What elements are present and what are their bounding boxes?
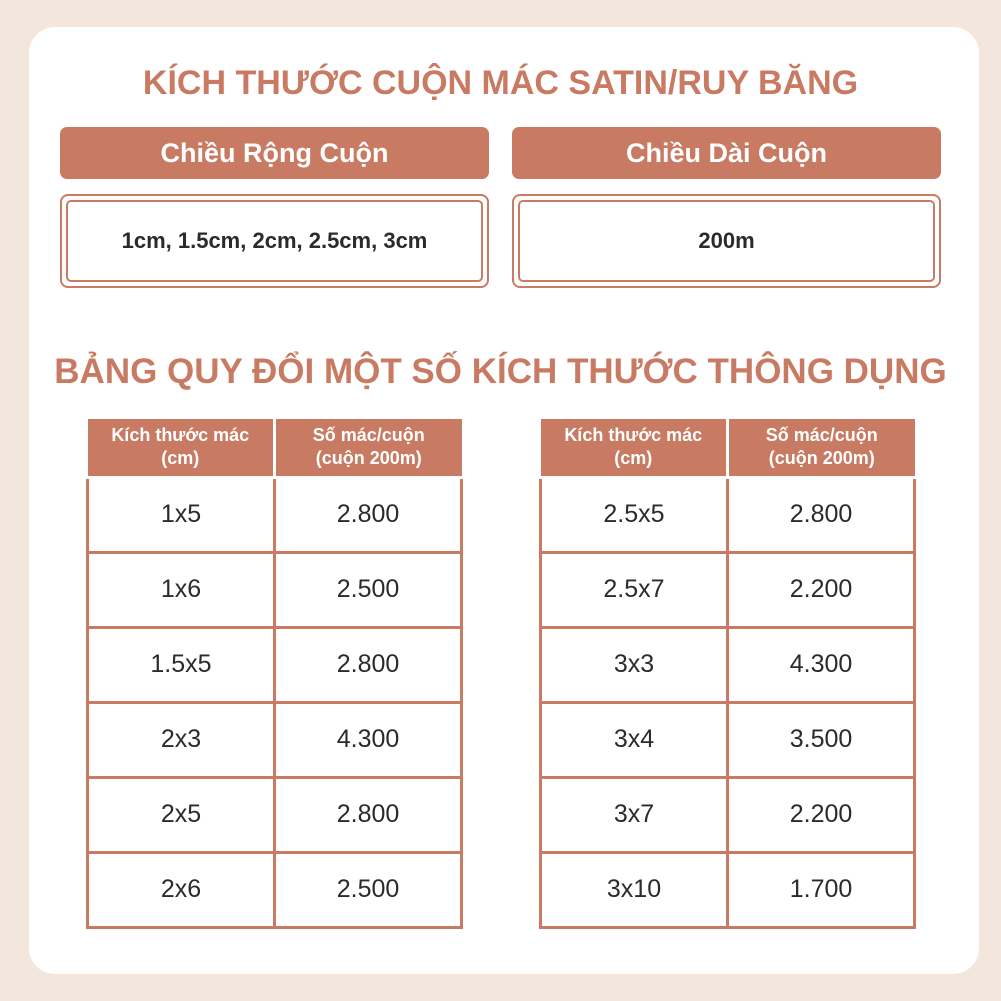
count-cell: 1.700 [726,850,916,929]
table-row: 2x6 2.500 [86,850,463,929]
width-box: 1cm, 1.5cm, 2cm, 2.5cm, 3cm [60,194,489,288]
count-cell: 4.300 [726,625,916,704]
count-cell: 2.500 [273,850,463,929]
size-cell: 2x6 [86,850,276,929]
size-cell: 2x5 [86,775,276,854]
table-row: 2x3 4.300 [86,700,463,779]
table-row: 2.5x5 2.800 [539,475,916,554]
size-cell: 1x6 [86,550,276,629]
size-cell: 3x4 [539,700,729,779]
table-row: 2.5x7 2.200 [539,550,916,629]
count-cell: 3.500 [726,700,916,779]
table-row: 1x6 2.500 [86,550,463,629]
length-label: Chiều Dài Cuộn [512,127,941,179]
size-cell: 3x3 [539,625,729,704]
size-cell: 1x5 [86,475,276,554]
count-cell: 2.800 [273,475,463,554]
count-cell: 2.200 [726,550,916,629]
table-row: 1.5x5 2.800 [86,625,463,704]
count-cell: 2.500 [273,550,463,629]
table-title: BẢNG QUY ĐỔI MỘT SỐ KÍCH THƯỚC THÔNG DỤN… [54,352,947,391]
table-header: Kích thước mác (cm) Số mác/cuộn (cuộn 200m) [87,419,462,479]
size-header: Kích thước mác (cm) [540,419,729,479]
width-value: 1cm, 1.5cm, 2cm, 2.5cm, 3cm [66,200,483,282]
count-header: Số mác/cuộn (cuộn 200m) [274,419,462,479]
table-row: 2x5 2.800 [86,775,463,854]
table-row: 3x10 1.700 [539,850,916,929]
count-header: Số mác/cuộn (cuộn 200m) [727,419,915,479]
width-label: Chiều Rộng Cuộn [60,127,489,179]
left-conversion-table: Kích thước mác (cm) Số mác/cuộn (cuộn 200m)… [86,419,463,929]
table-row: 1x5 2.800 [86,475,463,554]
count-cell: 4.300 [273,700,463,779]
table-row: 3x4 3.500 [539,700,916,779]
right-conversion-table: Kích thước mác (cm) Số mác/cuộn (cuộn 200m)… [539,419,916,929]
size-cell: 3x10 [539,850,729,929]
page-title: KÍCH THƯỚC CUỘN MÁC SATIN/RUY BĂNG [142,64,859,102]
count-cell: 2.200 [726,775,916,854]
count-cell: 2.800 [273,625,463,704]
size-cell: 2.5x5 [539,475,729,554]
size-cell: 2x3 [86,700,276,779]
size-cell: 1.5x5 [86,625,276,704]
length-value: 200m [518,200,935,282]
size-cell: 2.5x7 [539,550,729,629]
table-row: 3x7 2.200 [539,775,916,854]
size-cell: 3x7 [539,775,729,854]
count-cell: 2.800 [726,475,916,554]
length-box: 200m [512,194,941,288]
table-row: 3x3 4.300 [539,625,916,704]
count-cell: 2.800 [273,775,463,854]
table-header: Kích thước mác (cm) Số mác/cuộn (cuộn 200m) [540,419,915,479]
size-header: Kích thước mác (cm) [87,419,276,479]
